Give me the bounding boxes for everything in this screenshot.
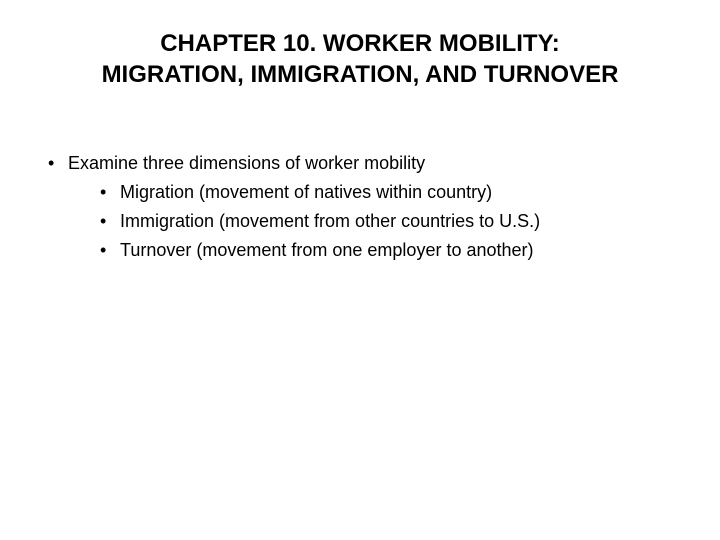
bullet-text: Examine three dimensions of worker mobil… — [68, 153, 425, 173]
bullet-text: Turnover (movement from one employer to … — [120, 240, 534, 260]
title-line-1: CHAPTER 10. WORKER MOBILITY: — [40, 28, 680, 59]
bullet-list: •Examine three dimensions of worker mobi… — [40, 150, 680, 264]
bullet-marker: • — [100, 208, 120, 235]
bullet-text: Migration (movement of natives within co… — [120, 182, 492, 202]
bullet-marker: • — [48, 150, 68, 177]
bullet-subitem-2: •Immigration (movement from other countr… — [100, 208, 680, 235]
bullet-text: Immigration (movement from other countri… — [120, 211, 540, 231]
bullet-marker: • — [100, 237, 120, 264]
slide-container: CHAPTER 10. WORKER MOBILITY: MIGRATION, … — [0, 0, 720, 540]
title-line-2: MIGRATION, IMMIGRATION, AND TURNOVER — [40, 59, 680, 90]
bullet-subitem-3: •Turnover (movement from one employer to… — [100, 237, 680, 264]
slide-title: CHAPTER 10. WORKER MOBILITY: MIGRATION, … — [40, 28, 680, 90]
bullet-item-1: •Examine three dimensions of worker mobi… — [48, 150, 680, 177]
bullet-marker: • — [100, 179, 120, 206]
bullet-subitem-1: •Migration (movement of natives within c… — [100, 179, 680, 206]
